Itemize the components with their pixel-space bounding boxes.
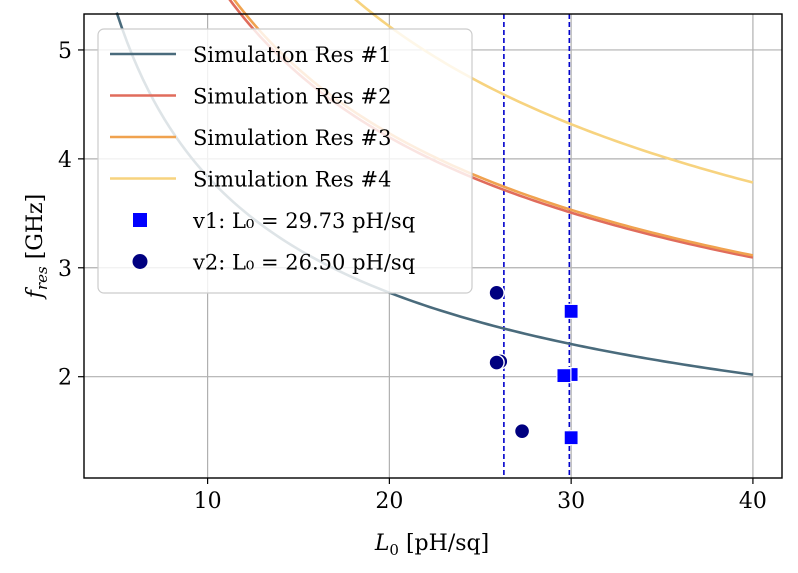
legend: Simulation Res #1 Simulation Res #2 Simula… (97, 28, 473, 294)
y-axis-label: fres [GHz] (23, 194, 51, 300)
x-tick-label: 20 (375, 489, 403, 514)
v2-marker (488, 284, 505, 302)
y-tick-label: 3 (58, 257, 72, 282)
x-tick-label: 30 (557, 489, 585, 514)
legend-v2-marker (132, 254, 148, 269)
legend-box (97, 28, 473, 294)
legend-label-v2: v2: L₀ = 26.50 pH/sq (192, 251, 415, 275)
v1-marker (563, 430, 579, 446)
legend-v1-marker (133, 213, 147, 227)
legend-entries: Simulation Res #1 Simulation Res #2 Simula… (110, 43, 415, 275)
y-tick-label: 4 (58, 148, 72, 173)
legend-label-res-2: Simulation Res #2 (193, 85, 391, 109)
x-tick-label: 10 (194, 489, 222, 514)
plot-frame (83, 13, 783, 479)
legend-label-res-1: Simulation Res #1 (193, 43, 391, 67)
y-tick-label: 2 (58, 366, 72, 391)
v2-marker (488, 354, 505, 371)
vertical-reference-lines (503, 14, 571, 478)
legend-label-v1: v1: L₀ = 29.73 pH/sq (192, 209, 415, 233)
legend-label-res-4: Simulation Res #4 (193, 168, 391, 192)
data-markers (488, 284, 579, 446)
v2-marker (513, 422, 531, 440)
y-tick-label: 5 (58, 39, 72, 64)
legend-label-res-3: Simulation Res #3 (193, 126, 391, 150)
x-tick-label: 40 (739, 489, 767, 514)
x-axis-label: L0 [pH/sq] (374, 531, 489, 559)
axis-ticks: 10 20 30 40 2 3 4 5 (58, 39, 767, 514)
v1-marker (563, 303, 579, 319)
v1-marker (556, 368, 572, 384)
